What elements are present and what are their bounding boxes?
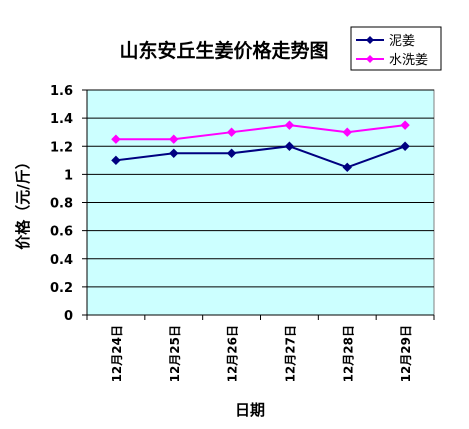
- x-axis-label: 日期: [235, 401, 265, 419]
- legend-box: [350, 26, 442, 71]
- series-line: [115, 124, 406, 141]
- legend-marker: [366, 36, 374, 44]
- data-point: [400, 120, 410, 130]
- series-1: [111, 141, 410, 173]
- data-point: [400, 141, 410, 151]
- series-layer: [111, 120, 410, 173]
- data-point: [342, 127, 352, 137]
- y-tick-labels: 0 0.2 0.4 0.6 0.8 1 1.2 1.4 1.6: [50, 84, 73, 324]
- legend-label: 泥姜: [389, 34, 415, 49]
- data-point: [111, 134, 121, 144]
- data-point: [226, 127, 237, 137]
- x-tick-label: 12月26日: [226, 325, 240, 382]
- gridlines: [87, 89, 434, 288]
- y-tick-label: 0: [64, 309, 73, 324]
- x-tick-labels: 12月24日 12月25日 12月26日 12月27日 12月28日 12月29日: [110, 325, 413, 382]
- chart-title: 山东安丘生姜价格走势图: [119, 39, 328, 62]
- data-point: [169, 134, 179, 144]
- series-2: [111, 120, 410, 144]
- y-tick-label: 1: [64, 168, 73, 183]
- y-tick-label: 1.4: [50, 112, 73, 127]
- x-tick-label: 12月25日: [168, 325, 182, 382]
- y-tick-label: 0.4: [50, 253, 73, 268]
- x-tick-label: 12月24日: [110, 325, 124, 382]
- axes: [82, 89, 435, 320]
- y-tick-label: 0.8: [50, 197, 73, 212]
- y-tick-label: 1.2: [50, 140, 73, 155]
- data-point: [284, 120, 295, 130]
- legend-marker: [366, 55, 374, 63]
- legend-label: 水洗姜: [389, 53, 428, 68]
- y-tick-label: 1.6: [50, 84, 73, 99]
- x-tick-label: 12月29日: [399, 325, 413, 382]
- y-tick-label: 0.6: [50, 225, 73, 240]
- data-point: [226, 148, 237, 158]
- x-tick-label: 12月28日: [341, 325, 355, 382]
- legend-item: 泥姜: [356, 34, 415, 49]
- y-axis-label: 价格（元/斤）: [14, 154, 32, 249]
- data-point: [342, 162, 352, 173]
- data-point: [111, 155, 121, 166]
- series-line: [115, 145, 406, 169]
- x-tick-label: 12月27日: [283, 325, 297, 382]
- data-point: [169, 148, 179, 158]
- y-tick-label: 0.2: [50, 281, 73, 296]
- legend-item: 水洗姜: [356, 53, 428, 68]
- data-point: [284, 141, 295, 151]
